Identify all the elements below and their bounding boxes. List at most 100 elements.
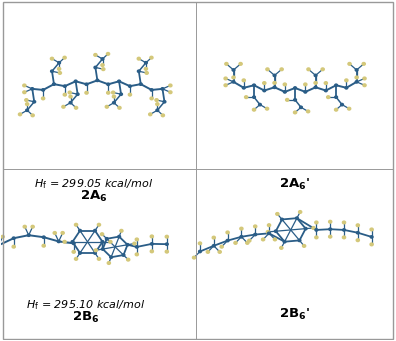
Circle shape: [135, 238, 139, 241]
Circle shape: [293, 111, 297, 114]
Circle shape: [335, 96, 337, 98]
Circle shape: [101, 241, 104, 243]
Circle shape: [276, 212, 279, 215]
Circle shape: [42, 244, 45, 247]
Circle shape: [307, 110, 310, 113]
Circle shape: [135, 253, 139, 256]
Text: $\mathbf{2A_6}$': $\mathbf{2A_6}$': [279, 177, 310, 192]
Circle shape: [12, 245, 15, 248]
Circle shape: [273, 238, 276, 241]
Circle shape: [150, 243, 153, 245]
Circle shape: [242, 87, 245, 89]
Circle shape: [63, 240, 66, 243]
Circle shape: [150, 235, 153, 238]
Circle shape: [137, 70, 140, 72]
Circle shape: [156, 109, 159, 112]
Circle shape: [76, 93, 79, 95]
Circle shape: [240, 227, 243, 230]
Circle shape: [96, 79, 99, 81]
Circle shape: [348, 107, 351, 110]
Circle shape: [101, 233, 104, 236]
Circle shape: [261, 238, 265, 241]
Circle shape: [370, 228, 373, 231]
Circle shape: [335, 108, 338, 111]
Circle shape: [42, 97, 45, 100]
Text: $\mathbf{2A_6}$: $\mathbf{2A_6}$: [80, 189, 107, 204]
Circle shape: [62, 105, 65, 108]
Circle shape: [85, 83, 88, 86]
Circle shape: [356, 239, 360, 241]
Circle shape: [370, 243, 373, 246]
Circle shape: [109, 240, 112, 243]
Circle shape: [63, 93, 67, 96]
Circle shape: [148, 113, 152, 116]
Circle shape: [335, 84, 337, 87]
Circle shape: [315, 229, 318, 231]
Circle shape: [281, 218, 284, 221]
Circle shape: [341, 103, 343, 106]
Circle shape: [150, 97, 153, 100]
Circle shape: [31, 114, 34, 117]
Circle shape: [94, 249, 97, 252]
Circle shape: [324, 89, 327, 92]
Circle shape: [253, 84, 255, 87]
Circle shape: [161, 114, 164, 117]
Circle shape: [226, 231, 229, 234]
Circle shape: [145, 62, 147, 64]
Circle shape: [363, 77, 366, 80]
Circle shape: [206, 251, 209, 253]
Circle shape: [57, 68, 61, 70]
Circle shape: [263, 89, 266, 92]
Circle shape: [127, 258, 130, 261]
Circle shape: [94, 54, 97, 56]
Circle shape: [50, 57, 53, 60]
Circle shape: [234, 241, 237, 244]
Circle shape: [61, 232, 64, 234]
Circle shape: [212, 244, 215, 247]
Circle shape: [267, 231, 270, 233]
Circle shape: [97, 257, 101, 260]
Circle shape: [307, 68, 310, 71]
Circle shape: [33, 101, 36, 103]
Circle shape: [139, 83, 142, 85]
Circle shape: [101, 64, 104, 66]
Circle shape: [107, 91, 110, 94]
Circle shape: [240, 236, 243, 238]
Circle shape: [129, 85, 131, 87]
Circle shape: [58, 62, 61, 64]
Circle shape: [356, 232, 359, 234]
Text: $\mathbf{2B_6}$: $\mathbf{2B_6}$: [72, 310, 99, 325]
Circle shape: [53, 232, 56, 234]
Text: $\mathbf{2B_6}$': $\mathbf{2B_6}$': [279, 307, 310, 322]
Circle shape: [118, 80, 120, 83]
Circle shape: [312, 227, 315, 229]
Circle shape: [69, 95, 72, 98]
Circle shape: [192, 256, 196, 259]
Circle shape: [23, 225, 27, 228]
Circle shape: [314, 86, 317, 88]
Circle shape: [226, 239, 229, 242]
Circle shape: [324, 82, 327, 85]
Circle shape: [232, 76, 235, 79]
Circle shape: [314, 81, 317, 84]
Circle shape: [105, 105, 109, 108]
Circle shape: [150, 56, 153, 59]
Circle shape: [274, 230, 277, 233]
Circle shape: [343, 229, 345, 231]
Circle shape: [101, 58, 104, 60]
Circle shape: [355, 76, 358, 79]
Circle shape: [246, 241, 249, 244]
Circle shape: [198, 250, 201, 253]
Circle shape: [68, 91, 71, 94]
Circle shape: [224, 77, 227, 80]
Circle shape: [345, 87, 348, 89]
Circle shape: [118, 235, 120, 238]
Circle shape: [165, 235, 168, 238]
Circle shape: [93, 229, 96, 232]
Circle shape: [254, 233, 257, 236]
Circle shape: [299, 211, 302, 213]
Circle shape: [273, 74, 276, 77]
Circle shape: [166, 243, 168, 246]
Circle shape: [101, 248, 104, 250]
Circle shape: [163, 101, 166, 103]
